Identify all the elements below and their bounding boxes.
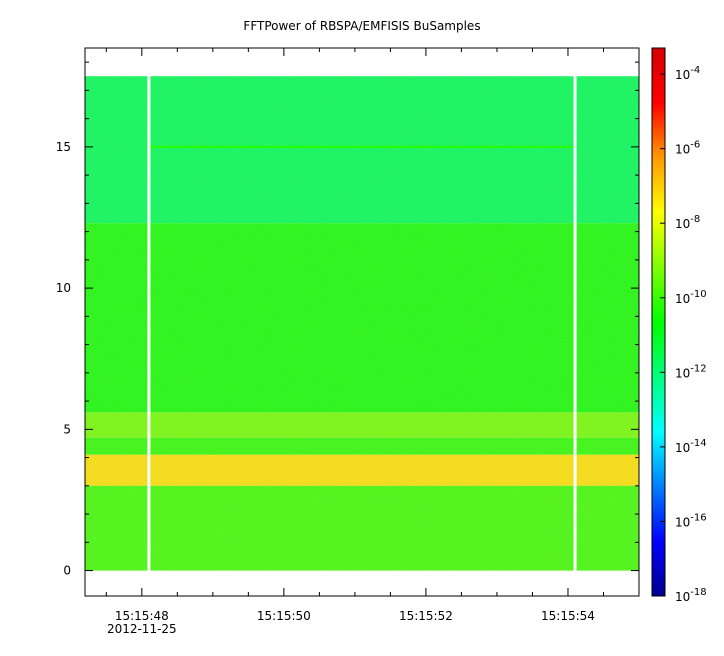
- y-tick-label-0: 0: [63, 564, 71, 578]
- x-tick-sublabel-0: 2012-11-25: [107, 622, 177, 636]
- colorbar-tick-label-1: 10-6: [675, 140, 700, 157]
- plot-frame: [84, 47, 640, 597]
- x-tick-label-2: 15:15:52: [399, 609, 453, 623]
- x-tick-label-1: 15:15:50: [257, 609, 311, 623]
- colorbar-tick-label-7: 10-18: [675, 587, 707, 604]
- colorbar-tick-label-3: 10-10: [675, 289, 707, 306]
- noise-texture: [85, 76, 639, 571]
- data-gap-0: [147, 48, 151, 596]
- colorbar-tick-label-0: 10-4: [675, 65, 700, 82]
- y-tick-label-3: 15: [56, 140, 71, 154]
- y-tick-label-1: 5: [63, 422, 71, 436]
- plot-area: [85, 48, 639, 596]
- colorbar-tick-label-2: 10-8: [675, 214, 700, 231]
- x-tick-label-3: 15:15:54: [541, 609, 595, 623]
- x-tick-label-0: 15:15:48: [115, 609, 169, 623]
- colorbar: [651, 47, 666, 597]
- data-gaps: [147, 48, 577, 596]
- colorbar-axis: 10-4 10-6 10-8 10-10 10-12 10-14 10-16 10-18: [660, 65, 707, 604]
- colorbar-tick-label-5: 10-14: [675, 438, 707, 455]
- data-gap-1: [573, 48, 577, 596]
- chart-title: FFTPower of RBSPA/EMFISIS BuSamples: [243, 19, 480, 33]
- colorbar-tick-label-6: 10-16: [675, 512, 707, 529]
- y-axis: 0 5 10 15: [56, 61, 639, 578]
- colorbar-tick-label-4: 10-12: [675, 363, 707, 380]
- y-tick-label-2: 10: [56, 281, 71, 295]
